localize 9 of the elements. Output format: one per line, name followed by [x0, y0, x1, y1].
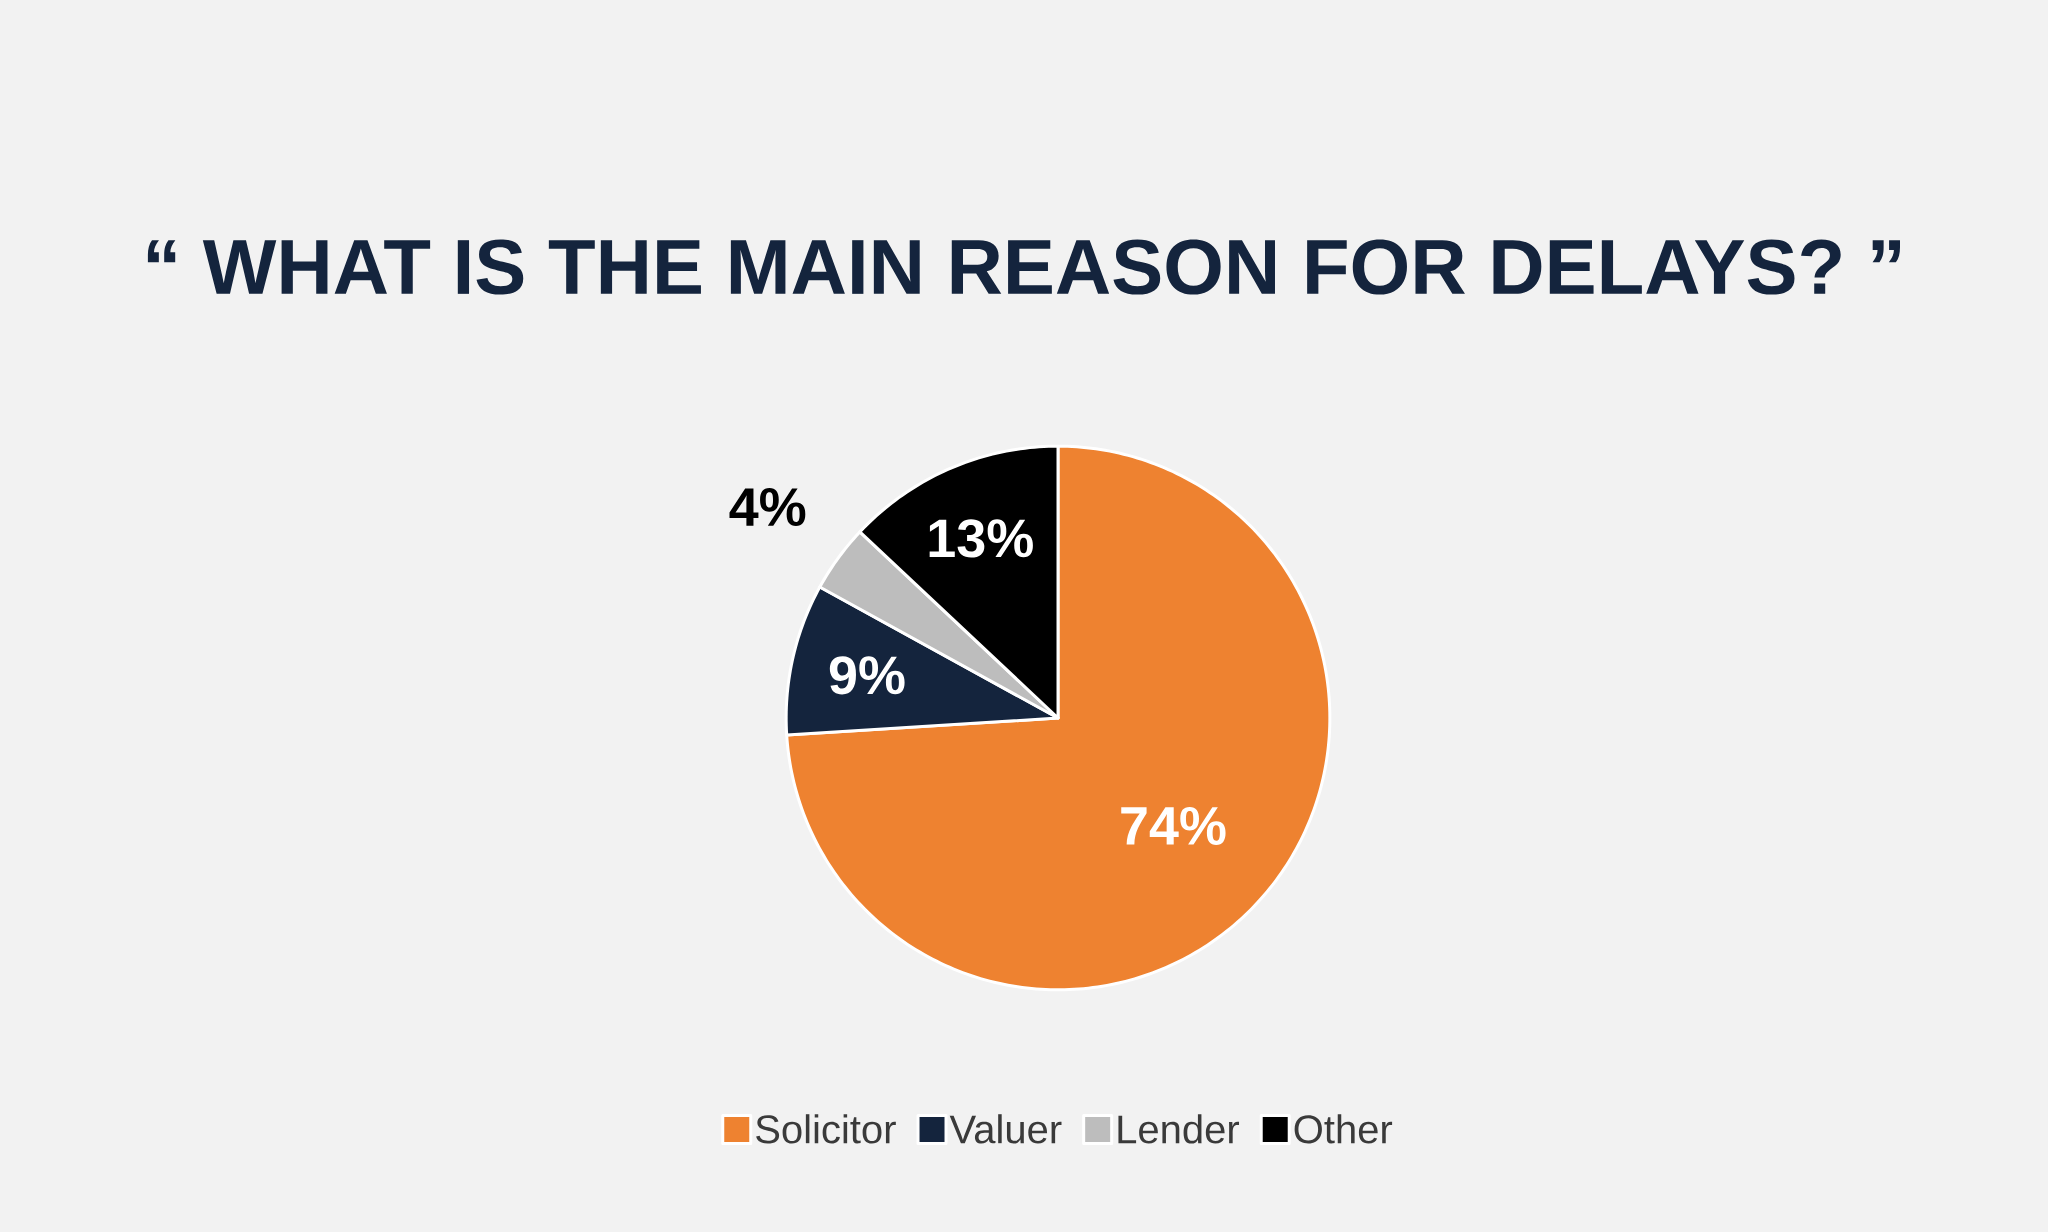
data-label: 13%	[929, 519, 1033, 558]
chart-title: “ WHAT IS THE MAIN REASON FOR DELAYS? ”	[147, 239, 1900, 295]
data-label: 4%	[729, 488, 806, 527]
legend-label: Valuer	[949, 1114, 1062, 1144]
data-label: 9%	[829, 656, 905, 695]
legend-label: Lender	[1118, 1114, 1240, 1144]
data-label: 74%	[1121, 806, 1226, 845]
legend-label: Other	[1294, 1114, 1393, 1144]
legend-label: Solicitor	[756, 1114, 896, 1144]
